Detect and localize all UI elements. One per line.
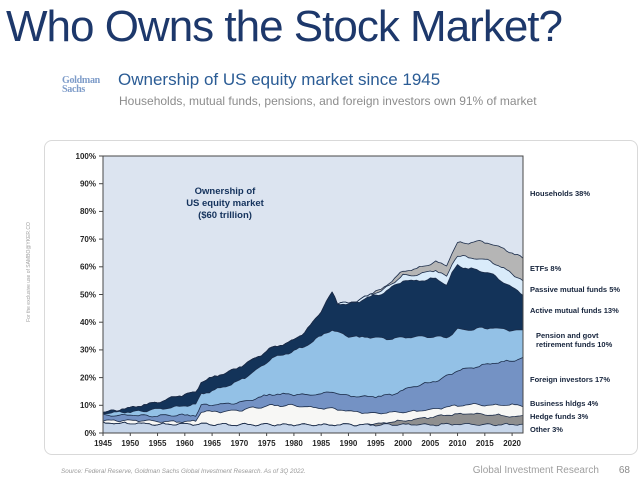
area-pension-and-govt-retirement-funds bbox=[103, 327, 523, 417]
ownership-area-chart: 100% 90% 80% 70% 60% 50% 40% 30% 20% 10% 0%1945 195… bbox=[76, 152, 524, 448]
area-etfs bbox=[103, 240, 523, 413]
y-tick-label: 90% bbox=[80, 180, 96, 189]
area-other bbox=[103, 422, 523, 433]
area-outline-etfs bbox=[102, 240, 524, 413]
x-tick-label: 2015 bbox=[476, 439, 494, 448]
x-tick-label: 1975 bbox=[258, 439, 276, 448]
plot-area: 100% 90% 80% 70% 60% 50% 40% 30% 20% 10% 0%1945 195… bbox=[76, 152, 524, 448]
exclusive-use-watermark: For the exclusive use of SAMBO@YKER.CO bbox=[26, 222, 32, 322]
x-tick-label: 2000 bbox=[394, 439, 412, 448]
y-tick-label: 70% bbox=[80, 235, 96, 244]
y-tick-label: 40% bbox=[80, 318, 96, 327]
area-outline-hedge-funds bbox=[102, 412, 524, 427]
area-outline-pension-and-govt-retirement-funds bbox=[102, 326, 524, 415]
footer-division-label: Global Investment Research bbox=[472, 465, 599, 476]
x-tick-label: 1955 bbox=[149, 439, 167, 448]
chart-subheading: Households, mutual funds, pensions, and … bbox=[119, 94, 537, 108]
x-tick-label: 1945 bbox=[94, 439, 112, 448]
x-tick-label: 1965 bbox=[203, 439, 221, 448]
area-foreign-investors bbox=[103, 357, 523, 423]
y-tick-label: 30% bbox=[80, 346, 96, 355]
area-passive-mutual-funds bbox=[103, 255, 523, 413]
chart-heading: Ownership of US equity market since 1945 bbox=[118, 70, 441, 89]
area-hedge-funds bbox=[103, 413, 523, 426]
goldman-sachs-logo: Goldman Sachs bbox=[62, 75, 100, 95]
y-tick-label: 60% bbox=[80, 263, 96, 272]
y-tick-label: 0% bbox=[84, 429, 96, 438]
x-tick-label: 1990 bbox=[340, 439, 358, 448]
x-tick-label: 2010 bbox=[449, 439, 467, 448]
x-tick-label: 2005 bbox=[421, 439, 439, 448]
y-tick-label: 100% bbox=[76, 152, 96, 161]
x-tick-label: 1995 bbox=[367, 439, 385, 448]
x-tick-label: 1985 bbox=[312, 439, 330, 448]
source-note: Source: Federal Reserve, Goldman Sachs G… bbox=[61, 468, 306, 475]
x-tick-label: 2020 bbox=[503, 439, 521, 448]
area-outline-business-hldgs bbox=[102, 402, 524, 424]
area-active-mutual-funds bbox=[103, 264, 523, 414]
chart-annotation-line: ($60 trillion) bbox=[198, 210, 252, 221]
goldman-sachs-logo-line2: Sachs bbox=[62, 84, 85, 95]
y-tick-label: 80% bbox=[80, 207, 96, 216]
x-tick-label: 1950 bbox=[121, 439, 139, 448]
area-outline-foreign-investors bbox=[102, 357, 524, 418]
y-tick-label: 20% bbox=[80, 373, 96, 382]
chart-card: 100% 90% 80% 70% 60% 50% 40% 30% 20% 10% 0% 1945 195… bbox=[44, 140, 638, 455]
y-tick-label: 50% bbox=[80, 290, 96, 299]
page-title: Who Owns the Stock Market? bbox=[6, 2, 563, 51]
x-tick-label: 1980 bbox=[285, 439, 303, 448]
y-tick-label: 10% bbox=[80, 401, 96, 410]
chart-annotation-line: Ownership of bbox=[195, 186, 257, 197]
footer: Global Investment Research 68 bbox=[473, 465, 630, 476]
page-number: 68 bbox=[618, 465, 630, 476]
x-tick-label: 1970 bbox=[230, 439, 248, 448]
goldman-sachs-logo-line1: Goldman bbox=[62, 75, 100, 86]
chart-annotation-line: US equity market bbox=[186, 198, 264, 209]
x-tick-label: 1960 bbox=[176, 439, 194, 448]
area-business-hldgs bbox=[103, 403, 523, 426]
